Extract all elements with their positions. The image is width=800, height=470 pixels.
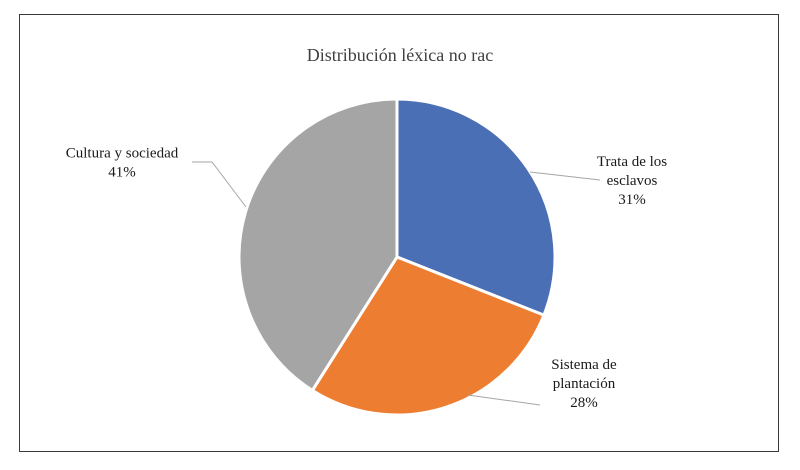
data-label-text-2: Cultura y sociedad [66,146,179,162]
pie-slice-1 [310,255,546,417]
pie-slice-2 [237,97,399,393]
pie-slice-0 [395,97,557,318]
data-label-text-1: Sistema de [551,357,617,373]
data-label-percent-2: 41% [108,165,136,181]
leader-line-2 [192,161,247,208]
data-label-percent-0: 31% [618,192,646,208]
data-label-text-0: esclavos [607,173,658,189]
data-label-percent-1: 28% [570,395,598,411]
leader-line-0 [529,171,601,181]
data-label-text-0: Trata de los [597,154,667,170]
data-label-text-1: plantación [553,376,616,392]
leader-line-1 [467,394,541,406]
chart-title: Distribución léxica no rac [306,45,494,65]
